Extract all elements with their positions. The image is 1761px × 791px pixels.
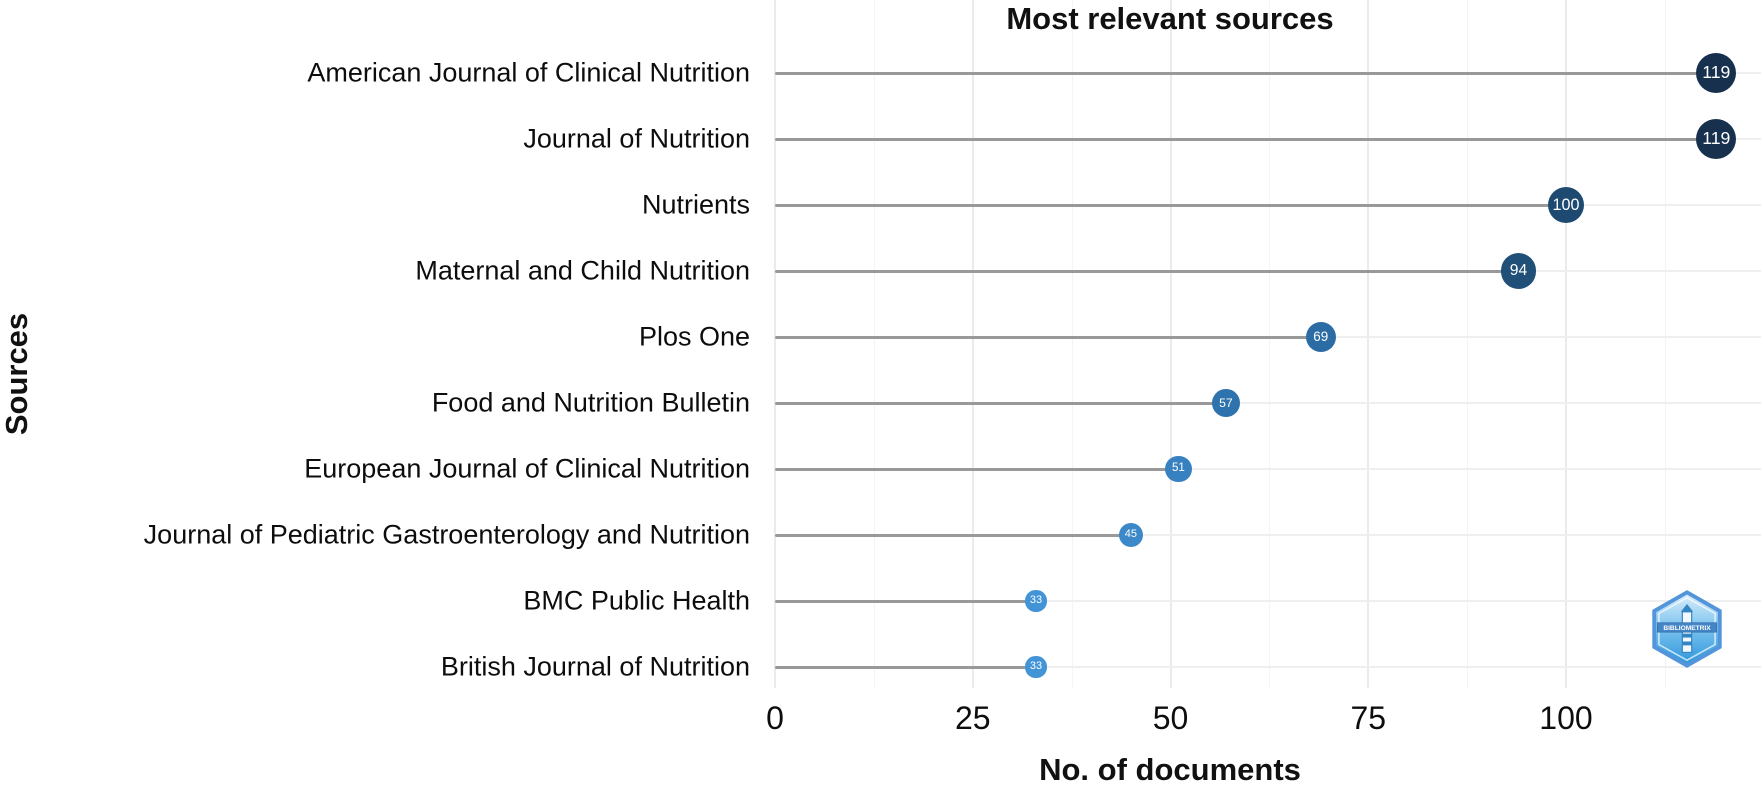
y-axis-label: Nutrients (641, 189, 750, 220)
x-tick-label: 50 (1152, 700, 1189, 736)
y-axis-label: British Journal of Nutrition (440, 651, 750, 682)
data-point-dot: 33 (1025, 590, 1047, 612)
data-point-dot: 45 (1118, 522, 1144, 548)
y-axis-label: Journal of Nutrition (523, 123, 750, 154)
data-point-dot: 57 (1211, 389, 1240, 417)
gridline-vertical-minor (1071, 0, 1073, 688)
gridline-horizontal (775, 534, 1761, 536)
gridline-horizontal (775, 402, 1761, 404)
gridline-horizontal (775, 666, 1761, 668)
gridline-vertical-major (774, 0, 776, 688)
data-point-dot: 119 (1696, 52, 1737, 94)
lollipop-stem (775, 533, 1131, 537)
gridline-horizontal (775, 600, 1761, 602)
lollipop-stem (775, 401, 1226, 405)
gridline-vertical-major (1367, 0, 1370, 688)
x-tick-label: 25 (954, 700, 991, 736)
gridline-horizontal (775, 468, 1761, 470)
data-point-dot: 119 (1696, 118, 1737, 160)
x-tick-label: 75 (1350, 700, 1387, 736)
data-point-dot: 33 (1025, 656, 1047, 678)
lollipop-stem (775, 71, 1717, 75)
y-axis-label: BMC Public Health (523, 585, 750, 616)
data-point-dot: 94 (1500, 253, 1537, 289)
bibliometrix-logo-text: BIBLIOMETRIX (1663, 625, 1711, 632)
gridline-vertical-minor (1664, 0, 1666, 688)
lollipop-stem (775, 467, 1179, 471)
y-axis-title: Sources (0, 312, 34, 436)
x-axis-title: No. of documents (1039, 752, 1301, 787)
x-tick-label: 0 (766, 700, 784, 736)
data-point-dot: 100 (1547, 186, 1585, 224)
gridline-vertical-major (1169, 0, 1172, 688)
gridline-vertical-minor (1269, 0, 1271, 688)
lollipop-stem (775, 599, 1037, 603)
data-point-dot: 51 (1165, 455, 1192, 483)
y-axis-label: Maternal and Child Nutrition (415, 255, 750, 286)
lollipop-stem (775, 335, 1321, 339)
lollipop-stem (775, 269, 1519, 273)
x-tick-label: 100 (1539, 700, 1593, 736)
bibliometrix-logo: BIBLIOMETRIX (1652, 590, 1722, 668)
gridline-vertical-minor (1467, 0, 1469, 688)
y-axis-label: Journal of Pediatric Gastroenterology an… (143, 519, 750, 550)
y-axis-label: European Journal of Clinical Nutrition (304, 453, 750, 484)
chart-title: Most relevant sources (1006, 1, 1334, 36)
lollipop-stem (775, 203, 1566, 207)
y-axis-label: American Journal of Clinical Nutrition (307, 57, 750, 88)
lollipop-stem (775, 665, 1037, 669)
data-point-dot: 69 (1305, 321, 1337, 353)
gridline-vertical-minor (873, 0, 875, 688)
lollipop-stem (775, 137, 1717, 141)
y-axis-label: Food and Nutrition Bulletin (431, 387, 750, 418)
gridline-vertical-major (1565, 0, 1567, 688)
y-axis-label: Plos One (638, 321, 750, 352)
gridline-vertical-major (971, 0, 974, 688)
